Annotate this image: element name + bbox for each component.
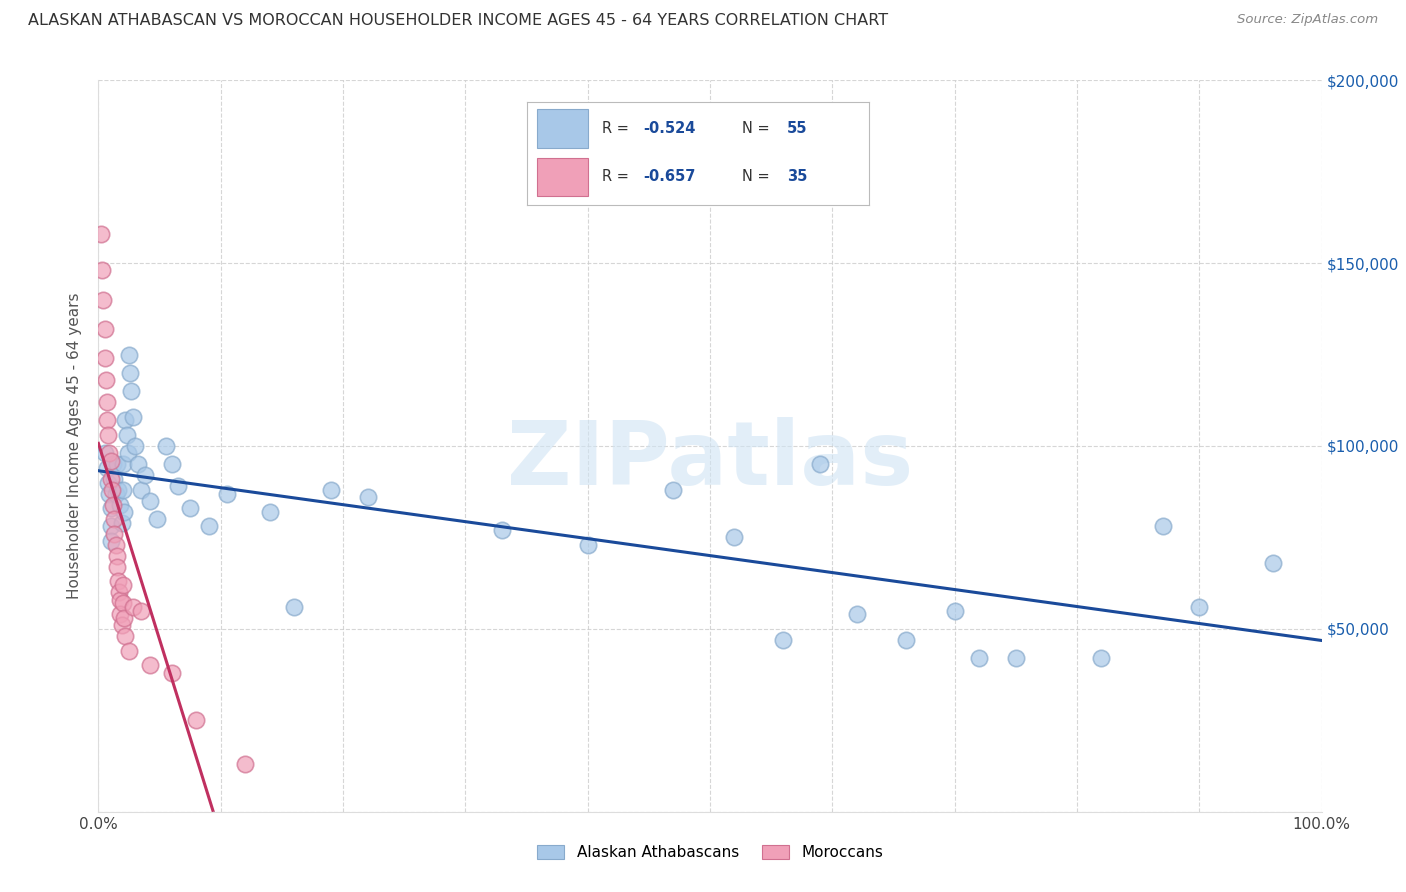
Point: [103, 472, 125, 486]
Point: [233, 757, 256, 772]
Point: [90, 227, 112, 241]
Point: [967, 651, 990, 665]
Point: [167, 479, 190, 493]
Point: [98, 486, 121, 500]
Point: [103, 512, 125, 526]
Point: [1152, 519, 1174, 533]
Point: [160, 457, 183, 471]
Point: [114, 629, 136, 643]
Legend: Alaskan Athabascans, Moroccans: Alaskan Athabascans, Moroccans: [530, 839, 890, 866]
Point: [662, 483, 685, 497]
Point: [111, 457, 134, 471]
Point: [101, 457, 124, 471]
Point: [96, 395, 118, 409]
Point: [100, 453, 122, 467]
Point: [197, 519, 219, 533]
Point: [117, 446, 139, 460]
Point: [319, 483, 342, 497]
Point: [101, 483, 124, 497]
Point: [107, 483, 129, 497]
Text: ALASKAN ATHABASCAN VS MOROCCAN HOUSEHOLDER INCOME AGES 45 - 64 YEARS CORRELATION: ALASKAN ATHABASCAN VS MOROCCAN HOUSEHOLD…: [28, 13, 889, 29]
Point: [105, 457, 128, 471]
Point: [1261, 556, 1284, 570]
Point: [112, 505, 135, 519]
Point: [124, 439, 146, 453]
Point: [111, 596, 134, 610]
Y-axis label: Householder Income Ages 45 - 64 years: Householder Income Ages 45 - 64 years: [67, 293, 83, 599]
Point: [110, 607, 132, 622]
Point: [114, 413, 136, 427]
Point: [146, 512, 169, 526]
Point: [139, 493, 162, 508]
Point: [120, 366, 142, 380]
Point: [283, 599, 305, 614]
Point: [101, 498, 124, 512]
Point: [115, 428, 138, 442]
Point: [96, 461, 118, 475]
Point: [943, 603, 966, 617]
Point: [97, 475, 120, 490]
Point: [121, 409, 143, 424]
Point: [129, 603, 152, 617]
Text: Source: ZipAtlas.com: Source: ZipAtlas.com: [1237, 13, 1378, 27]
Point: [104, 538, 127, 552]
Point: [111, 618, 134, 632]
Point: [576, 538, 599, 552]
Point: [179, 501, 201, 516]
Point: [93, 446, 115, 460]
Point: [110, 592, 132, 607]
Point: [155, 439, 177, 453]
Point: [127, 457, 149, 471]
Point: [108, 585, 131, 599]
Point: [215, 486, 238, 500]
Point: [110, 498, 132, 512]
Point: [100, 472, 122, 486]
Point: [121, 599, 143, 614]
Point: [134, 468, 156, 483]
Point: [120, 384, 142, 398]
Point: [98, 446, 121, 460]
Point: [772, 632, 794, 647]
Point: [112, 611, 135, 625]
Point: [93, 322, 115, 336]
Point: [808, 457, 831, 471]
Point: [97, 428, 120, 442]
Point: [129, 483, 152, 497]
Text: ZIPatlas: ZIPatlas: [508, 417, 912, 504]
Point: [118, 347, 141, 362]
Point: [1090, 651, 1112, 665]
Point: [356, 490, 378, 504]
Point: [100, 519, 122, 533]
Point: [94, 373, 117, 387]
Point: [723, 530, 745, 544]
Point: [96, 413, 118, 427]
Point: [491, 523, 513, 537]
Point: [259, 505, 281, 519]
Point: [103, 526, 125, 541]
Point: [105, 549, 128, 563]
Point: [139, 658, 162, 673]
Point: [91, 293, 114, 307]
Point: [160, 665, 183, 680]
Point: [111, 578, 134, 592]
Point: [111, 483, 134, 497]
Point: [845, 607, 868, 622]
Point: [91, 263, 114, 277]
Point: [1004, 651, 1026, 665]
Point: [111, 516, 134, 530]
Point: [100, 534, 122, 549]
Point: [104, 486, 127, 500]
Point: [1188, 599, 1211, 614]
Point: [894, 632, 917, 647]
Point: [93, 351, 115, 366]
Point: [100, 501, 122, 516]
Point: [107, 574, 129, 589]
Point: [105, 559, 128, 574]
Point: [118, 644, 141, 658]
Point: [186, 714, 208, 728]
